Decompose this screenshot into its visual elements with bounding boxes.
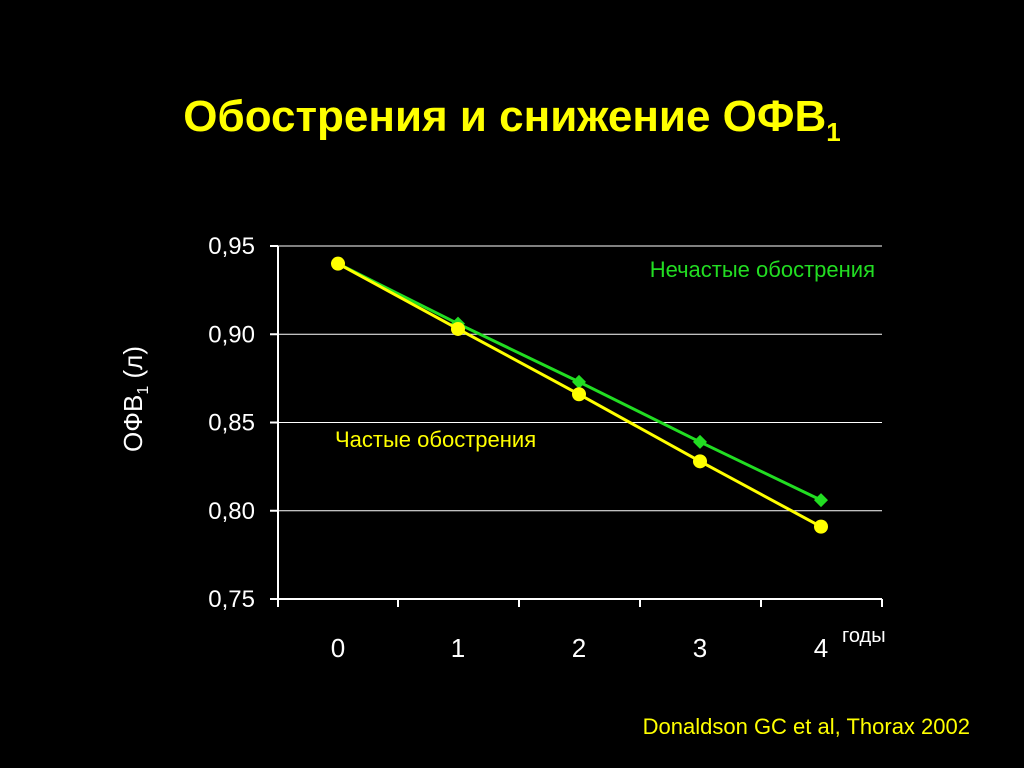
series-point-circle <box>814 519 828 534</box>
y-tick-label: 0,85 <box>208 410 255 437</box>
x-axis-label: годы <box>842 625 886 647</box>
series-point-circle <box>331 256 345 271</box>
y-tick-label: 0,75 <box>208 586 255 613</box>
slide-title-subscript: 1 <box>826 117 841 147</box>
slide-title: Обострения и снижение ОФВ1 <box>0 92 1024 148</box>
y-axis-label: ОФВ1 (л) <box>118 346 152 452</box>
x-tick-label: 4 <box>814 633 828 663</box>
gridlines <box>278 245 882 512</box>
x-tick-label: 1 <box>451 633 465 663</box>
series-point-diamond <box>693 434 707 449</box>
series-label: Частые обострения <box>335 427 536 452</box>
y-tick-label: 0,90 <box>208 321 255 348</box>
x-tick-label: 2 <box>572 633 586 663</box>
x-tick-label: 0 <box>331 633 345 663</box>
series-point-diamond <box>814 493 828 508</box>
series-point-circle <box>693 454 707 469</box>
y-tick-label: 0,95 <box>208 233 255 260</box>
citation: Donaldson GC et al, Thorax 2002 <box>642 714 970 739</box>
series-point-circle <box>451 321 465 336</box>
y-tick-label: 0,80 <box>208 498 255 525</box>
series-point-diamond <box>572 374 586 389</box>
labels: 0,75 0,80 0,85 0,90 0,95 0 1 2 3 4 годы ОФВ1 (л) Неч… <box>118 233 886 663</box>
series <box>331 256 828 534</box>
slide-title-text: Обострения и снижение ОФВ <box>183 92 827 141</box>
axes <box>270 245 883 607</box>
series-label: Нечастые обострения <box>650 257 875 282</box>
series-point-circle <box>572 387 586 402</box>
x-tick-label: 3 <box>693 633 707 663</box>
